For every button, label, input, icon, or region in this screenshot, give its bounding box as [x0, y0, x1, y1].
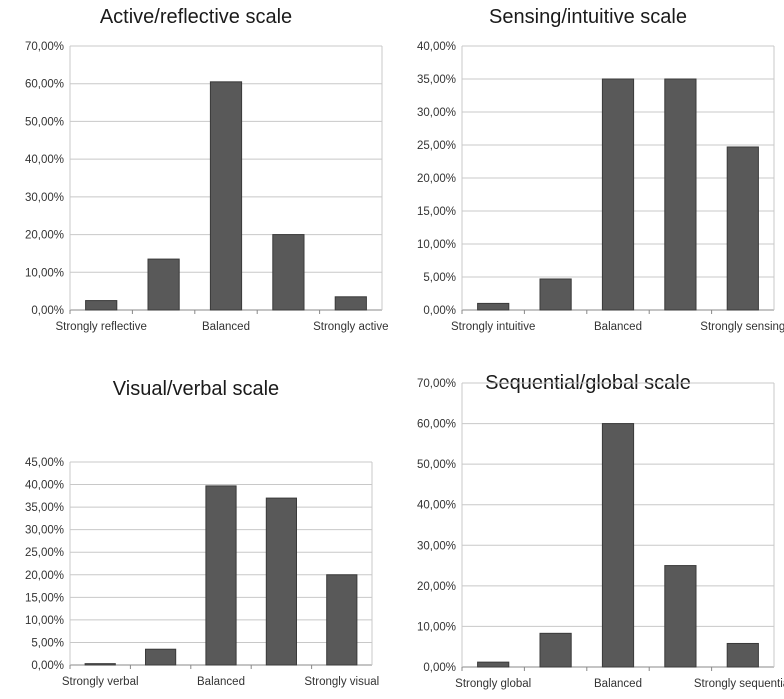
x-category-label: Balanced: [594, 678, 642, 690]
y-tick-label: 15,00%: [417, 206, 456, 218]
y-tick-label: 40,00%: [417, 500, 456, 512]
y-tick-label: 20,00%: [25, 230, 64, 242]
y-tick-label: 0,00%: [423, 662, 456, 674]
y-tick-label: 30,00%: [417, 107, 456, 119]
y-tick-label: 25,00%: [417, 140, 456, 152]
y-tick-label: 45,00%: [25, 457, 64, 469]
chart-plot: 0,00% 5,00% 10,00% 15,00% 20,00% 25,00% 30,00%…: [25, 457, 379, 688]
y-tick-label: 60,00%: [25, 79, 64, 91]
y-tick-label: 40,00%: [25, 480, 64, 492]
x-category-label: Strongly sequential: [694, 678, 784, 690]
x-category-label: Strongly active: [313, 321, 388, 333]
bar: [539, 278, 572, 311]
chart-plot: 0,00% 5,00% 10,00% 15,00% 20,00% 25,00% 30,00%…: [417, 41, 784, 333]
y-tick-label: 10,00%: [25, 267, 64, 279]
bar: [326, 574, 358, 666]
chart-title: Sensing/intuitive scale: [489, 6, 687, 28]
chart-sequential-global: Sequential/global scale 0,00% 10,00% 20,00…: [392, 345, 784, 699]
bar: [85, 300, 118, 311]
x-category-label: Balanced: [197, 676, 245, 688]
chart-title: Active/reflective scale: [99, 6, 293, 28]
y-tick-label: 5,00%: [423, 272, 456, 284]
chart-plot: 0,00% 10,00% 20,00% 30,00% 40,00% 50,00% 60,00…: [25, 41, 389, 333]
x-category-label: Strongly global: [455, 678, 531, 690]
x-category-label: Strongly sensing: [700, 321, 784, 333]
x-category-label: Strongly intuitive: [451, 321, 535, 333]
chart-visual-verbal: Visual/verbal scale 0,00% 5,00% 10,00% 15,0…: [0, 345, 392, 699]
y-tick-label: 20,00%: [25, 570, 64, 582]
bar: [334, 296, 367, 311]
bar: [272, 234, 305, 311]
bar: [205, 485, 237, 666]
y-tick-label: 30,00%: [25, 192, 64, 204]
y-tick-label: 30,00%: [417, 540, 456, 552]
y-tick-label: 15,00%: [25, 592, 64, 604]
chart-active-reflective: Active/reflective scale 0,00% 10,00% 20,00…: [0, 0, 392, 345]
bar: [664, 78, 697, 311]
x-category-label: Strongly reflective: [55, 321, 146, 333]
bar: [477, 302, 510, 311]
y-tick-label: 10,00%: [417, 621, 456, 633]
x-category-label: Balanced: [202, 321, 250, 333]
bar: [145, 648, 177, 666]
bar: [726, 146, 759, 311]
chart-title: Visual/verbal scale: [112, 378, 280, 400]
y-tick-label: 70,00%: [417, 378, 456, 390]
y-tick-label: 50,00%: [25, 116, 64, 128]
x-category-label: Balanced: [594, 321, 642, 333]
y-tick-label: 40,00%: [417, 41, 456, 53]
y-tick-label: 50,00%: [417, 459, 456, 471]
y-tick-label: 0,00%: [423, 305, 456, 317]
bar: [726, 642, 759, 668]
chart-sensing-intuitive: Sensing/intuitive scale 0,00% 5,00% 10,00%…: [392, 0, 784, 345]
y-tick-label: 70,00%: [25, 41, 64, 53]
bar: [84, 663, 116, 666]
bar: [265, 497, 297, 666]
y-tick-label: 0,00%: [31, 305, 64, 317]
y-tick-label: 5,00%: [31, 637, 64, 649]
y-tick-label: 20,00%: [417, 581, 456, 593]
bar: [477, 661, 510, 668]
bar: [209, 81, 243, 311]
y-tick-label: 10,00%: [417, 239, 456, 251]
bar: [601, 78, 635, 311]
y-tick-label: 0,00%: [31, 660, 64, 672]
y-tick-label: 35,00%: [25, 502, 64, 514]
x-category-label: Strongly visual: [304, 676, 379, 688]
y-tick-label: 30,00%: [25, 525, 64, 537]
y-tick-label: 20,00%: [417, 173, 456, 185]
y-tick-label: 10,00%: [25, 615, 64, 627]
bar: [539, 632, 572, 668]
x-category-label: Strongly verbal: [62, 676, 139, 688]
y-tick-label: 60,00%: [417, 419, 456, 431]
y-tick-label: 25,00%: [25, 547, 64, 559]
chart-plot: 0,00% 10,00% 20,00% 30,00% 40,00% 50,00% 60,00…: [417, 378, 784, 690]
bar: [601, 423, 635, 668]
bar: [147, 258, 180, 311]
y-tick-label: 40,00%: [25, 154, 64, 166]
y-tick-label: 35,00%: [417, 74, 456, 86]
bar: [664, 565, 697, 668]
